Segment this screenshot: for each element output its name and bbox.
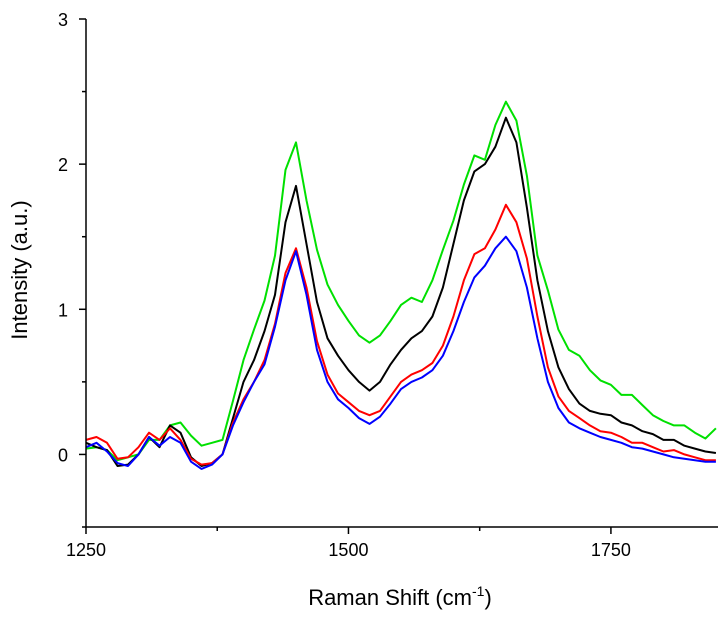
y-axis-label: Intensity (a.u.) — [7, 200, 32, 339]
series-line-black — [85, 116, 717, 467]
y-tick-label: 3 — [58, 10, 68, 30]
series-line-red — [85, 203, 716, 466]
x-tick-label: 1250 — [66, 540, 106, 560]
y-tick-label: 0 — [58, 445, 68, 465]
x-axis-label-sup: -1 — [472, 583, 485, 599]
series-layer — [85, 100, 717, 470]
x-axis-label-end: ) — [484, 585, 491, 610]
x-axis-label-main: Raman Shift (cm — [308, 585, 472, 610]
y-tick-label: 2 — [58, 155, 68, 175]
series-line-green — [85, 100, 717, 462]
series-line-blue — [85, 235, 716, 470]
y-tick-label: 1 — [58, 300, 68, 320]
x-tick-label: 1750 — [591, 540, 631, 560]
x-tick-label: 1500 — [328, 540, 368, 560]
tick-layer: 1250 1500 1750 0 1 2 3 — [58, 10, 631, 560]
x-axis-label: Raman Shift (cm-1) — [308, 583, 492, 610]
